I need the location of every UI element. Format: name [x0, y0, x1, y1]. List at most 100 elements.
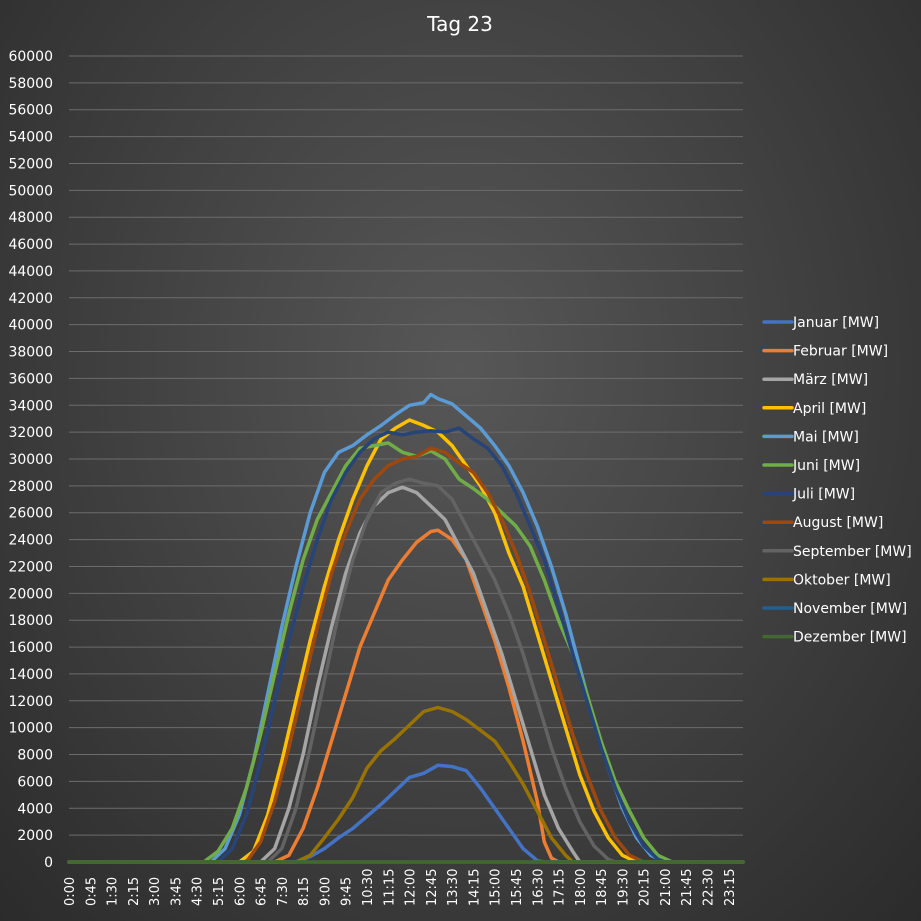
- y-tick-label: 50000: [8, 183, 53, 199]
- series-line-1: [67, 763, 745, 864]
- x-tick-label-group: 9:00: [318, 877, 333, 906]
- x-tick-label: 15:00: [489, 869, 504, 906]
- x-tick-label-group: 10:30: [361, 869, 376, 906]
- x-tick-label-group: 2:15: [127, 877, 142, 906]
- x-tick-label-group: 18:00: [574, 869, 589, 906]
- x-tick-label: 9:45: [340, 877, 355, 906]
- x-tick-label: 16:30: [531, 869, 546, 906]
- x-tick-label-group: 15:00: [489, 869, 504, 906]
- x-tick-label: 12:45: [425, 869, 440, 906]
- series-lines: [67, 392, 745, 864]
- y-tick-label: 22000: [8, 559, 53, 575]
- x-tick-label: 19:30: [616, 869, 631, 906]
- y-tick-label: 6000: [17, 774, 53, 790]
- series-line-7: [67, 426, 745, 864]
- y-tick-label: 32000: [8, 425, 53, 441]
- x-tick-label: 21:00: [659, 869, 674, 906]
- x-tick-label-group: 0:45: [84, 877, 99, 906]
- y-tick-label: 30000: [8, 452, 53, 468]
- legend-item: August [MW]: [762, 515, 883, 531]
- legend-label: Dezember [MW]: [793, 630, 907, 646]
- chart-title: Tag 23: [426, 12, 493, 36]
- x-tick-label: 0:45: [84, 877, 99, 906]
- y-tick-label: 20000: [8, 586, 53, 602]
- x-tick-label-group: 9:45: [340, 877, 355, 906]
- legend-item: September [MW]: [762, 544, 912, 560]
- x-tick-label-group: 12:00: [404, 869, 419, 906]
- x-tick-label: 4:30: [191, 877, 206, 906]
- x-tick-label: 8:15: [297, 877, 312, 906]
- x-tick-label: 10:30: [361, 869, 376, 906]
- x-tick-label-group: 23:15: [723, 869, 738, 906]
- y-tick-label: 2000: [17, 828, 53, 844]
- x-tick-label: 13:30: [446, 869, 461, 906]
- x-tick-label-group: 3:45: [169, 877, 184, 906]
- x-tick-label-group: 16:30: [531, 869, 546, 906]
- y-tick-label: 48000: [8, 210, 53, 226]
- y-tick-label: 14000: [8, 667, 53, 683]
- x-tick-label-group: 6:45: [255, 877, 270, 906]
- series-line-8: [67, 446, 745, 864]
- legend-item: März [MW]: [762, 372, 868, 388]
- y-tick-label: 54000: [8, 130, 53, 146]
- y-axis-ticks: 0 2000 4000 6000 8000 10000 12000 14000 16000 180…: [8, 49, 53, 871]
- x-tick-label-group: 22:30: [702, 869, 717, 906]
- legend-label: April [MW]: [793, 401, 866, 417]
- x-tick-label-group: 18:45: [595, 869, 610, 906]
- y-tick-label: 58000: [8, 76, 53, 92]
- x-tick-label: 3:45: [169, 877, 184, 906]
- x-tick-label: 20:15: [638, 869, 653, 906]
- x-tick-label: 23:15: [723, 869, 738, 906]
- y-tick-label: 28000: [8, 479, 53, 495]
- y-tick-label: 44000: [8, 264, 53, 280]
- x-tick-label: 22:30: [702, 869, 717, 906]
- y-tick-label: 26000: [8, 506, 53, 522]
- x-tick-label: 9:00: [318, 877, 333, 906]
- y-tick-label: 36000: [8, 371, 53, 387]
- x-tick-label: 18:45: [595, 869, 610, 906]
- y-tick-label: 56000: [8, 103, 53, 119]
- x-tick-label-group: 13:30: [446, 869, 461, 906]
- series-line-10: [67, 705, 745, 864]
- series-line-3: [67, 485, 745, 864]
- x-tick-label-group: 0:00: [63, 877, 78, 906]
- legend-item: November [MW]: [762, 601, 907, 617]
- legend-label: Juni [MW]: [792, 458, 860, 474]
- y-tick-label: 42000: [8, 291, 53, 307]
- gridlines: [69, 55, 743, 863]
- legend-label: März [MW]: [793, 372, 868, 388]
- legend-item: Februar [MW]: [762, 344, 888, 360]
- y-tick-label: 16000: [8, 640, 53, 656]
- y-tick-label: 24000: [8, 533, 53, 549]
- y-tick-label: 4000: [17, 801, 53, 817]
- legend-item: Januar [MW]: [762, 315, 879, 331]
- series-line-5: [67, 392, 745, 864]
- x-tick-label-group: 19:30: [616, 869, 631, 906]
- legend-item: Juni [MW]: [762, 458, 860, 474]
- x-tick-label-group: 7:30: [276, 877, 291, 906]
- x-tick-label-group: 14:15: [467, 869, 482, 906]
- x-tick-label-group: 4:30: [191, 877, 206, 906]
- legend-item: Dezember [MW]: [762, 630, 907, 646]
- x-tick-label: 3:00: [148, 877, 163, 906]
- x-tick-label: 17:15: [553, 869, 568, 906]
- x-tick-label-group: 3:00: [148, 877, 163, 906]
- x-tick-label: 18:00: [574, 869, 589, 906]
- legend-item: Juli [MW]: [762, 487, 855, 503]
- legend-label: Juli [MW]: [792, 487, 855, 503]
- legend-label: Oktober [MW]: [793, 572, 891, 588]
- x-tick-label: 0:00: [63, 877, 78, 906]
- x-tick-label: 2:15: [127, 877, 142, 906]
- y-tick-label: 18000: [8, 613, 53, 629]
- x-tick-label-group: 8:15: [297, 877, 312, 906]
- legend-label: September [MW]: [793, 544, 912, 560]
- legend-label: November [MW]: [793, 601, 907, 617]
- x-tick-label: 15:45: [510, 869, 525, 906]
- y-tick-label: 40000: [8, 318, 53, 334]
- x-tick-label-group: 17:15: [553, 869, 568, 906]
- y-tick-label: 46000: [8, 237, 53, 253]
- x-tick-label: 11:15: [382, 869, 397, 906]
- y-tick-label: 12000: [8, 694, 53, 710]
- legend-item: Mai [MW]: [762, 429, 859, 445]
